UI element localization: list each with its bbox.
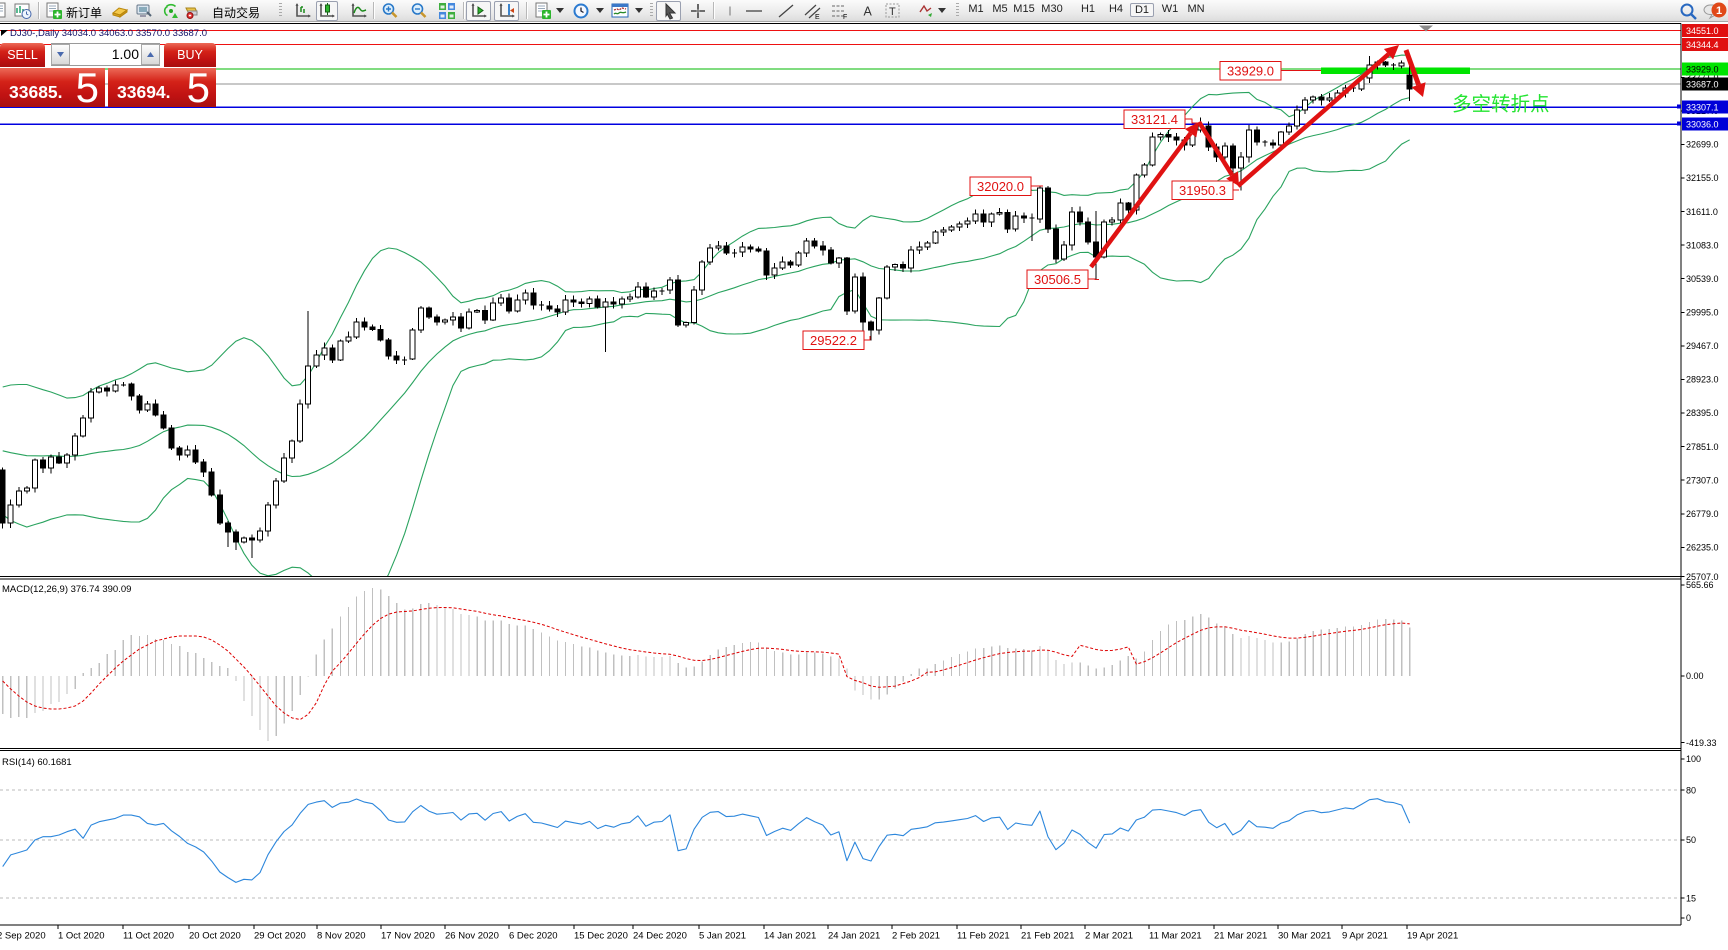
svg-text:多空转折点: 多空转折点 xyxy=(1452,94,1550,116)
svg-text:RSI(14) 60.1681: RSI(14) 60.1681 xyxy=(2,757,72,768)
svg-text:21 Feb 2021: 21 Feb 2021 xyxy=(1021,931,1074,942)
svg-text:15: 15 xyxy=(1686,893,1696,903)
svg-text:9 Apr 2021: 9 Apr 2021 xyxy=(1342,931,1388,942)
svg-text:30 Mar 2021: 30 Mar 2021 xyxy=(1278,931,1331,942)
svg-text:31083.0: 31083.0 xyxy=(1686,240,1719,250)
svg-text:33121.4: 33121.4 xyxy=(1131,112,1178,127)
svg-text:26 Nov 2020: 26 Nov 2020 xyxy=(445,931,499,942)
svg-text:F: F xyxy=(843,14,847,20)
svg-text:31611.0: 31611.0 xyxy=(1686,207,1718,217)
svg-text:28395.0: 28395.0 xyxy=(1686,408,1719,418)
svg-text:29467.0: 29467.0 xyxy=(1686,341,1719,351)
svg-text:30539.0: 30539.0 xyxy=(1686,274,1719,284)
svg-text:2 Mar 2021: 2 Mar 2021 xyxy=(1085,931,1133,942)
svg-text:28923.0: 28923.0 xyxy=(1686,375,1719,385)
svg-text:29 Oct 2020: 29 Oct 2020 xyxy=(254,931,306,942)
svg-text:DJ30-,Daily 34034.0 34063.0 3: DJ30-,Daily 34034.0 34063.0 33570.0 3368… xyxy=(10,28,207,39)
svg-text:15 Dec 2020: 15 Dec 2020 xyxy=(574,931,628,942)
svg-text:8 Nov 2020: 8 Nov 2020 xyxy=(317,931,366,942)
svg-text:34344.4: 34344.4 xyxy=(1686,40,1719,50)
svg-text:6 Dec 2020: 6 Dec 2020 xyxy=(509,931,558,942)
svg-text:27307.0: 27307.0 xyxy=(1686,475,1719,485)
svg-text:27851.0: 27851.0 xyxy=(1686,442,1719,452)
svg-text:26779.0: 26779.0 xyxy=(1686,509,1719,519)
svg-text:32155.0: 32155.0 xyxy=(1686,173,1719,183)
svg-text:24 Jan 2021: 24 Jan 2021 xyxy=(828,931,880,942)
svg-text:11 Mar 2021: 11 Mar 2021 xyxy=(1149,931,1202,942)
svg-text:2 Sep 2020: 2 Sep 2020 xyxy=(0,931,46,942)
svg-text:A: A xyxy=(864,4,873,18)
svg-text:MACD(12,26,9) 376.74 390.09: MACD(12,26,9) 376.74 390.09 xyxy=(2,584,131,595)
svg-text:26235.0: 26235.0 xyxy=(1686,543,1719,553)
svg-text:1 Oct 2020: 1 Oct 2020 xyxy=(58,931,104,942)
svg-text:34551.0: 34551.0 xyxy=(1686,26,1719,36)
svg-text:80: 80 xyxy=(1686,785,1696,795)
svg-text:17 Nov 2020: 17 Nov 2020 xyxy=(381,931,435,942)
svg-text:14 Jan 2021: 14 Jan 2021 xyxy=(764,931,816,942)
svg-text:33929.0: 33929.0 xyxy=(1227,64,1274,79)
svg-text:50: 50 xyxy=(1686,835,1696,845)
svg-text:19 Apr 2021: 19 Apr 2021 xyxy=(1407,931,1458,942)
svg-text:33929.0: 33929.0 xyxy=(1686,65,1719,75)
svg-text:21 Mar 2021: 21 Mar 2021 xyxy=(1214,931,1267,942)
svg-text:-419.33: -419.33 xyxy=(1686,738,1717,748)
svg-text:29522.2: 29522.2 xyxy=(810,333,857,348)
svg-text:25707.0: 25707.0 xyxy=(1686,572,1719,582)
svg-text:32699.0: 32699.0 xyxy=(1686,140,1719,150)
svg-text:2 Feb 2021: 2 Feb 2021 xyxy=(892,931,940,942)
svg-text:20 Oct 2020: 20 Oct 2020 xyxy=(189,931,241,942)
svg-text:11 Feb 2021: 11 Feb 2021 xyxy=(957,931,1010,942)
svg-text:0.00: 0.00 xyxy=(1686,671,1704,681)
svg-text:33036.0: 33036.0 xyxy=(1686,120,1719,130)
svg-text:33307.1: 33307.1 xyxy=(1686,103,1719,113)
svg-text:24 Dec 2020: 24 Dec 2020 xyxy=(633,931,687,942)
svg-text:0: 0 xyxy=(1686,913,1691,923)
svg-text:11 Oct 2020: 11 Oct 2020 xyxy=(123,931,174,942)
svg-text:32020.0: 32020.0 xyxy=(977,179,1024,194)
svg-text:30506.5: 30506.5 xyxy=(1034,272,1081,287)
svg-text:T: T xyxy=(889,6,896,18)
svg-text:29995.0: 29995.0 xyxy=(1686,308,1719,318)
svg-text:1: 1 xyxy=(1716,5,1722,17)
svg-text:100: 100 xyxy=(1686,754,1701,764)
svg-text:E: E xyxy=(815,14,820,20)
svg-text:31950.3: 31950.3 xyxy=(1179,183,1226,198)
svg-text:5 Jan 2021: 5 Jan 2021 xyxy=(699,931,746,942)
svg-text:565.66: 565.66 xyxy=(1686,580,1714,590)
svg-text:33687.0: 33687.0 xyxy=(1686,80,1719,90)
